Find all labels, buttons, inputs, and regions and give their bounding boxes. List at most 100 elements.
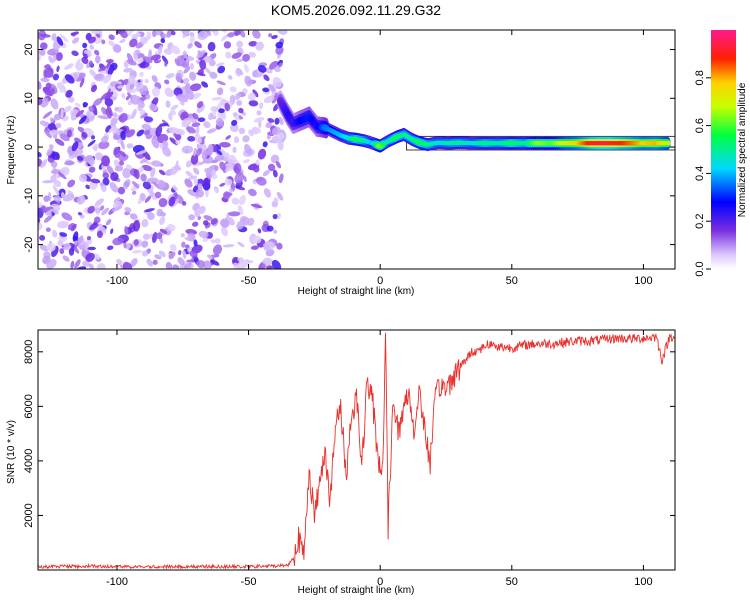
noise-blob: [108, 34, 115, 41]
noise-blob: [81, 131, 88, 139]
noise-blob: [237, 257, 244, 262]
noise-blob: [189, 83, 202, 92]
noise-blob: [237, 259, 249, 269]
noise-blob: [57, 240, 64, 247]
noise-blob: [197, 161, 206, 166]
noise-blob: [63, 242, 71, 251]
noise-blob: [204, 67, 213, 76]
noise-blob: [94, 55, 101, 64]
noise-blob: [238, 107, 244, 114]
snr-series-line: [38, 332, 675, 570]
noise-blob: [250, 127, 261, 135]
noise-blob: [92, 104, 98, 116]
noise-blob: [197, 216, 201, 221]
noise-blob: [44, 208, 54, 215]
noise-blob: [52, 73, 60, 81]
noise-blob: [253, 235, 262, 244]
noise-blob: [190, 154, 199, 165]
noise-blob: [159, 228, 168, 234]
noise-blob: [181, 117, 192, 128]
noise-blob: [214, 154, 225, 162]
noise-blob: [123, 179, 131, 190]
noise-blob: [212, 244, 223, 256]
noise-blob: [151, 160, 162, 167]
noise-blob: [38, 222, 43, 231]
noise-blob: [74, 259, 81, 269]
noise-blob: [64, 160, 75, 166]
colorbar-tick-label: 0.4: [694, 166, 706, 181]
noise-blob: [186, 56, 195, 61]
noise-blob: [257, 148, 267, 160]
noise-blob: [253, 117, 265, 123]
noise-blob: [100, 91, 111, 100]
noise-blob: [231, 197, 240, 205]
noise-blob: [82, 42, 88, 49]
noise-blob: [155, 125, 163, 137]
noise-blob: [181, 241, 186, 248]
noise-blob: [110, 118, 118, 126]
noise-blob: [203, 260, 212, 269]
noise-blob: [176, 55, 185, 63]
noise-blob: [271, 136, 279, 144]
noise-blob: [139, 109, 146, 116]
noise-blob: [238, 30, 246, 38]
noise-blob: [126, 143, 134, 149]
noise-blob: [43, 215, 53, 223]
noise-blob: [56, 82, 64, 90]
noise-blob: [218, 108, 225, 114]
noise-blob: [125, 96, 130, 101]
noise-blob: [139, 192, 146, 201]
noise-blob: [112, 43, 122, 53]
noise-blob: [126, 59, 137, 66]
noise-blob: [265, 248, 275, 257]
noise-blob: [196, 101, 204, 109]
noise-blob: [165, 73, 175, 79]
colorbar-tick-label: 0.8: [694, 70, 706, 85]
noise-blob: [76, 195, 86, 205]
noise-blob: [197, 50, 203, 58]
x-tick-label: 100: [634, 576, 652, 588]
noise-blob: [167, 89, 175, 98]
noise-blob: [102, 177, 110, 186]
signal-ridge: [277, 90, 675, 153]
noise-blob: [278, 173, 284, 184]
noise-blob: [215, 117, 224, 127]
x-tick-label: 0: [377, 275, 383, 287]
noise-blob: [59, 248, 65, 254]
noise-blob: [173, 133, 181, 141]
noise-blob: [135, 49, 141, 55]
noise-blob: [267, 163, 276, 172]
noise-blob: [229, 86, 237, 93]
noise-blob: [203, 220, 209, 226]
noise-blob: [168, 126, 181, 135]
noise-blob: [158, 250, 166, 258]
noise-blob: [88, 36, 97, 44]
noise-blob: [214, 238, 221, 244]
noise-blob: [113, 197, 121, 204]
noise-blob: [220, 111, 226, 120]
noise-blob: [228, 211, 241, 217]
noise-blob: [98, 65, 109, 72]
noise-blob: [129, 213, 138, 220]
noise-blob: [82, 260, 90, 267]
noise-blob: [146, 177, 159, 184]
noise-blob: [238, 115, 243, 120]
snr-xlabel: Height of straight line (km): [298, 585, 415, 596]
noise-blob: [102, 172, 110, 179]
noise-blob: [204, 167, 213, 174]
noise-blob: [192, 202, 200, 211]
noise-blob: [148, 49, 152, 59]
noise-blob: [175, 139, 181, 145]
noise-blob: [127, 75, 136, 85]
noise-blob: [96, 33, 101, 38]
noise-blob: [38, 81, 42, 90]
noise-blob: [187, 135, 196, 142]
noise-blob: [186, 259, 197, 263]
noise-blob: [137, 166, 144, 173]
noise-blob: [236, 99, 243, 106]
noise-blob: [146, 258, 154, 267]
noise-blob: [263, 74, 270, 82]
y-tick-label: 0: [23, 144, 35, 150]
noise-blob: [257, 64, 267, 73]
noise-blob: [141, 123, 152, 131]
